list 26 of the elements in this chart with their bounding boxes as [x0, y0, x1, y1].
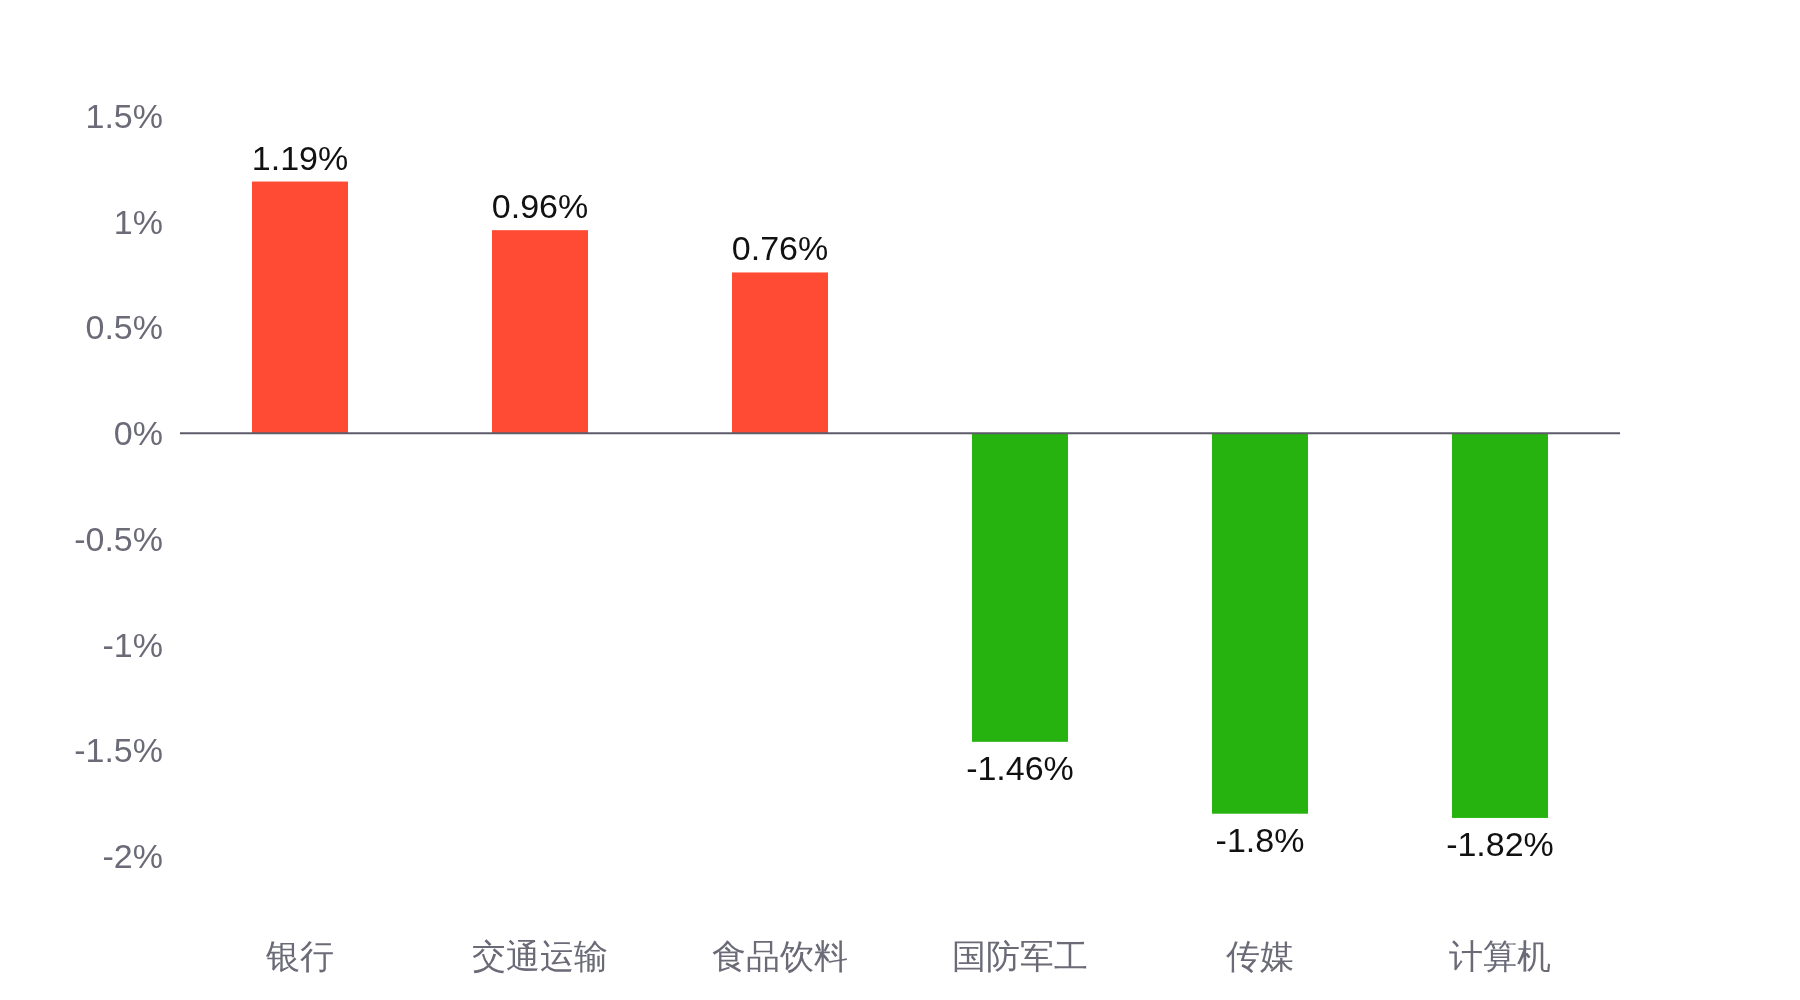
y-tick-label: -1% — [102, 625, 163, 664]
bar — [492, 230, 588, 434]
x-tick-label: 食品饮料 — [712, 937, 848, 975]
y-tick-label: 0.5% — [85, 308, 163, 347]
x-tick-label: 交通运输 — [472, 937, 608, 975]
x-tick-label: 计算机 — [1449, 937, 1551, 975]
x-tick-label: 国防军工 — [952, 937, 1088, 975]
data-label: 1.19% — [251, 138, 349, 177]
data-label: -1.46% — [966, 748, 1074, 787]
bar — [1452, 433, 1548, 818]
x-tick-label: 银行 — [265, 937, 334, 975]
y-tick-label: 0% — [113, 414, 163, 453]
y-tick-label: 1% — [113, 202, 163, 241]
bar — [732, 272, 828, 434]
y-tick-label: -0.5% — [74, 519, 163, 558]
x-tick-label: 传媒 — [1226, 937, 1294, 975]
data-label: 0.96% — [491, 187, 589, 226]
y-tick-label: 1.5% — [85, 97, 163, 135]
y-tick-label: -2% — [102, 837, 163, 875]
y-tick-label: -1.5% — [74, 731, 163, 770]
bar — [252, 181, 348, 434]
data-label: 0.76% — [731, 229, 829, 268]
bar — [972, 433, 1068, 742]
data-label: -1.8% — [1215, 820, 1305, 859]
bar — [1212, 433, 1308, 814]
data-label: -1.82% — [1446, 824, 1554, 863]
